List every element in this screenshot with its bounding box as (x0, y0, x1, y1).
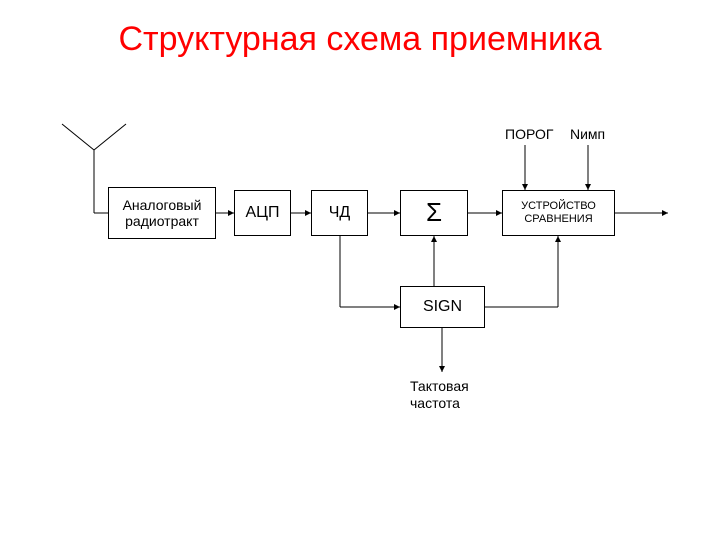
slide: Структурная схема приемника Аналоговыйра… (0, 0, 720, 540)
block-chd: ЧД (311, 190, 368, 236)
block-adc: АЦП (234, 190, 291, 236)
block-analog-rf: Аналоговыйрадиотракт (108, 187, 216, 239)
label-nimp: Nимп (570, 126, 605, 143)
block-comparator: УСТРОЙСТВОСРАВНЕНИЯ (502, 190, 615, 236)
block-sign: SIGN (400, 286, 485, 328)
label-clock: Тактоваячастота (410, 378, 469, 412)
block-label: УСТРОЙСТВОСРАВНЕНИЯ (521, 200, 596, 225)
slide-title: Структурная схема приемника (0, 20, 720, 59)
block-label: SIGN (423, 298, 462, 316)
block-label: ЧД (329, 204, 351, 222)
diagram-lines (0, 0, 720, 540)
label-threshold: ПОРОГ (505, 126, 553, 143)
block-label: АЦП (245, 204, 279, 222)
block-label: Σ (426, 198, 442, 228)
block-label: Аналоговыйрадиотракт (123, 197, 202, 229)
block-sigma: Σ (400, 190, 468, 236)
